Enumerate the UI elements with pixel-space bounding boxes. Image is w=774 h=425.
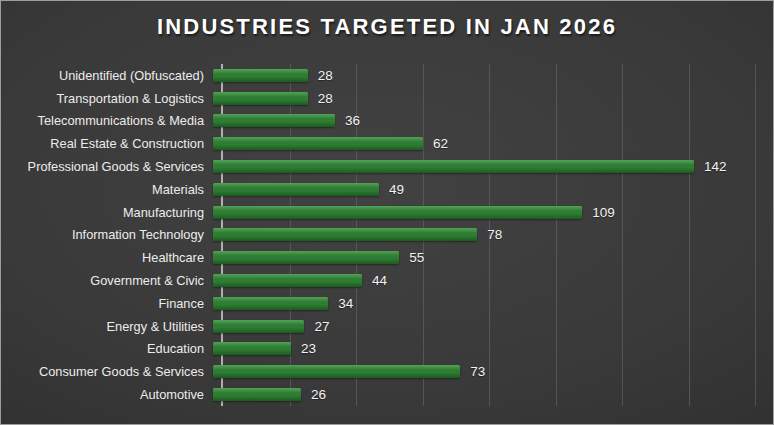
- value-label: 109: [592, 205, 615, 220]
- category-label: Unidentified (Obfuscated): [1, 68, 213, 83]
- category-label: Professional Goods & Services: [1, 159, 213, 174]
- bar-track: 142: [213, 155, 755, 178]
- bar-track: 36: [213, 110, 755, 133]
- value-label: 28: [318, 68, 333, 83]
- chart-row: Healthcare 55: [1, 246, 773, 269]
- bar: [213, 183, 379, 196]
- bar-track: 44: [213, 269, 755, 292]
- bar-track: 62: [213, 132, 755, 155]
- bar: [213, 388, 301, 401]
- plot-area: Unidentified (Obfuscated) 28 Transportat…: [1, 64, 773, 406]
- chart-row: Information Technology 78: [1, 224, 773, 247]
- chart-row: Unidentified (Obfuscated) 28: [1, 64, 773, 87]
- chart-row: Materials 49: [1, 178, 773, 201]
- bar: [213, 320, 304, 333]
- value-label: 55: [409, 250, 424, 265]
- bar: [213, 92, 308, 105]
- bar: [213, 297, 328, 310]
- chart-rows: Unidentified (Obfuscated) 28 Transportat…: [1, 64, 773, 406]
- bar-track: 23: [213, 338, 755, 361]
- bar-track: 55: [213, 246, 755, 269]
- chart-row: Finance 34: [1, 292, 773, 315]
- chart-row: Automotive 26: [1, 383, 773, 406]
- category-label: Healthcare: [1, 250, 213, 265]
- value-label: 78: [487, 227, 502, 242]
- value-label: 27: [314, 319, 329, 334]
- bar: [213, 69, 308, 82]
- category-label: Manufacturing: [1, 205, 213, 220]
- bar-track: 28: [213, 87, 755, 110]
- chart-row: Energy & Utilities 27: [1, 315, 773, 338]
- value-label: 142: [704, 159, 727, 174]
- value-label: 73: [470, 364, 485, 379]
- bar: [213, 228, 477, 241]
- value-label: 49: [389, 182, 404, 197]
- bar-track: 73: [213, 360, 755, 383]
- chart-frame: INDUSTRIES TARGETED IN JAN 2026 Unidenti…: [0, 0, 774, 425]
- chart-row: Real Estate & Construction 62: [1, 132, 773, 155]
- value-label: 23: [301, 341, 316, 356]
- chart-title: INDUSTRIES TARGETED IN JAN 2026: [1, 14, 773, 40]
- category-label: Real Estate & Construction: [1, 136, 213, 151]
- chart-row: Consumer Goods & Services 73: [1, 360, 773, 383]
- category-label: Telecommunications & Media: [1, 113, 213, 128]
- chart-row: Telecommunications & Media 36: [1, 110, 773, 133]
- bar: [213, 365, 460, 378]
- chart-row: Government & Civic 44: [1, 269, 773, 292]
- chart-row: Manufacturing 109: [1, 201, 773, 224]
- category-label: Finance: [1, 296, 213, 311]
- chart-row: Education 23: [1, 338, 773, 361]
- bar: [213, 160, 694, 173]
- bar-track: 49: [213, 178, 755, 201]
- value-label: 36: [345, 113, 360, 128]
- bar: [213, 114, 335, 127]
- category-label: Materials: [1, 182, 213, 197]
- category-label: Automotive: [1, 387, 213, 402]
- category-label: Education: [1, 341, 213, 356]
- value-label: 26: [311, 387, 326, 402]
- value-label: 62: [433, 136, 448, 151]
- chart-row: Transportation & Logistics 28: [1, 87, 773, 110]
- bar-track: 34: [213, 292, 755, 315]
- category-label: Information Technology: [1, 227, 213, 242]
- value-label: 44: [372, 273, 387, 288]
- category-label: Government & Civic: [1, 273, 213, 288]
- chart-row: Professional Goods & Services 142: [1, 155, 773, 178]
- bar-track: 26: [213, 383, 755, 406]
- bar: [213, 342, 291, 355]
- value-label: 28: [318, 91, 333, 106]
- value-label: 34: [338, 296, 353, 311]
- category-label: Transportation & Logistics: [1, 91, 213, 106]
- category-label: Energy & Utilities: [1, 319, 213, 334]
- category-label: Consumer Goods & Services: [1, 364, 213, 379]
- bar-track: 27: [213, 315, 755, 338]
- bar: [213, 274, 362, 287]
- bar: [213, 251, 399, 264]
- bar-track: 28: [213, 64, 755, 87]
- bar-track: 109: [213, 201, 755, 224]
- bar: [213, 137, 423, 150]
- bar-track: 78: [213, 224, 755, 247]
- bar: [213, 206, 582, 219]
